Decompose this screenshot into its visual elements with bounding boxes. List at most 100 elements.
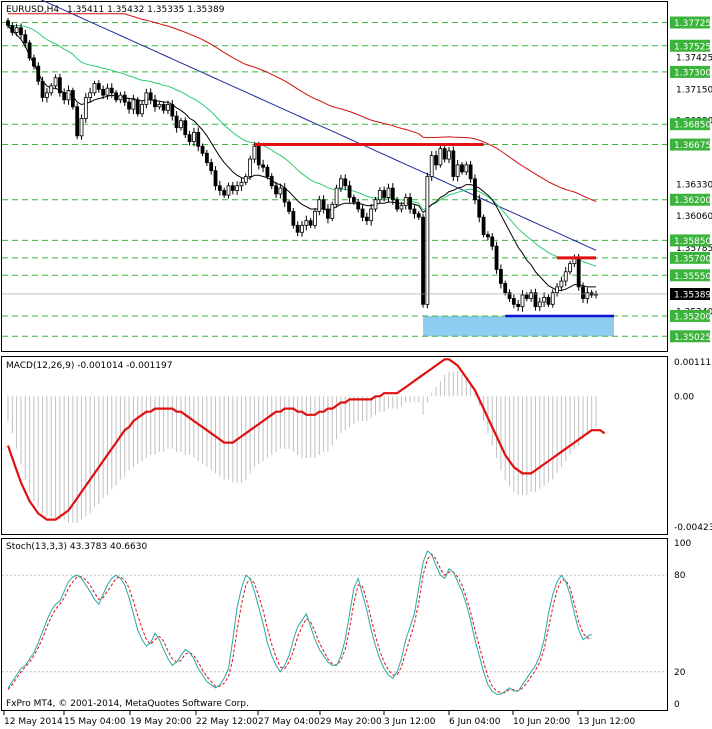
- candle-body-93: [408, 197, 412, 210]
- time-tick-label-7: 6 Jun 04:00: [449, 717, 501, 727]
- candle-body-83: [364, 216, 369, 222]
- candle-body-111: [486, 234, 490, 238]
- candle-body-129: [563, 271, 568, 282]
- candle-body-107: [468, 164, 473, 180]
- candle-body-34: [153, 99, 157, 108]
- candle-body-15: [70, 90, 75, 108]
- candle-body-102: [447, 150, 451, 160]
- candle-body-43: [192, 131, 196, 143]
- candle-body-40: [179, 120, 183, 129]
- candle-body-72: [317, 199, 322, 212]
- candle-body-45: [200, 145, 205, 154]
- macd-tick-label-0: 0.001113: [674, 358, 712, 368]
- candle-body-90: [395, 199, 400, 210]
- candle-body-17: [79, 117, 84, 137]
- candle-body-86: [377, 190, 382, 201]
- candle-body-121: [529, 292, 534, 299]
- candle-body-84: [369, 208, 374, 222]
- candle-body-21: [96, 83, 101, 90]
- candle-body-12: [57, 77, 62, 94]
- candles-layer: [6, 17, 598, 312]
- candle-body-25: [114, 92, 118, 101]
- candle-body-82: [360, 208, 365, 218]
- candle-body-52: [230, 185, 235, 191]
- support-zone: [423, 315, 614, 337]
- macd-axis: 0.001113 0.00 -0.004239: [674, 358, 712, 533]
- candle-body-68: [300, 224, 304, 233]
- candle-body-114: [498, 269, 503, 284]
- time-tick-label-3: 22 May 12:00: [196, 717, 258, 727]
- candle-body-0: [6, 20, 10, 26]
- ma-blue-line: [40, 0, 597, 251]
- macd-panel-frame: [1, 356, 668, 535]
- candle-body-126: [550, 292, 555, 305]
- current-price-tag-bg: [670, 287, 710, 300]
- candle-body-11: [53, 77, 58, 87]
- candle-body-108: [473, 178, 477, 201]
- candle-body-36: [161, 104, 166, 111]
- candle-body-63: [278, 187, 283, 195]
- candle-body-77: [339, 178, 343, 189]
- ma-fast-line: [7, 25, 596, 291]
- macd-signal-line: [6, 358, 606, 521]
- candle-body-106: [464, 164, 469, 173]
- candle-body-125: [546, 296, 551, 305]
- candle-body-112: [490, 236, 495, 247]
- candle-body-97: [425, 176, 430, 305]
- price-level-tag-9: 1.35200: [674, 312, 711, 322]
- candle-body-119: [520, 294, 525, 308]
- candle-body-79: [347, 185, 352, 198]
- candle-body-8: [40, 80, 45, 98]
- price-level-tag-10: 1.35025: [674, 333, 711, 343]
- candle-body-53: [235, 185, 240, 191]
- candle-body-118: [516, 303, 521, 308]
- price-axis-tags: 1.374251.371501.368801.363301.360601.357…: [2, 16, 712, 343]
- candle-body-80: [351, 197, 356, 203]
- candle-body-85: [373, 199, 378, 210]
- candle-body-27: [122, 94, 127, 103]
- candle-body-98: [429, 155, 434, 177]
- candle-body-116: [507, 292, 512, 299]
- candle-body-7: [36, 65, 41, 82]
- candle-body-133: [581, 286, 585, 299]
- macd-histogram: [7, 371, 597, 523]
- candle-body-134: [585, 292, 590, 299]
- trend-lines-layer: [254, 143, 614, 318]
- candle-body-5: [27, 42, 32, 59]
- stoch-tick-label-1: 80: [674, 571, 686, 581]
- candle-body-22: [101, 88, 106, 96]
- candle-body-67: [295, 224, 300, 233]
- candle-body-37: [166, 104, 170, 111]
- price-level-tag-bg-7: [670, 251, 710, 264]
- price-tick-label-1: 1.37150: [676, 85, 712, 95]
- candle-body-38: [170, 104, 175, 117]
- time-axis: 12 May 2014 15 May 04:00 19 May 20:00 22 Ma…: [3, 711, 635, 727]
- candle-body-47: [209, 162, 214, 172]
- candle-body-74: [326, 208, 330, 219]
- candle-body-54: [239, 181, 244, 187]
- price-tick-label-5: 1.35785: [676, 244, 712, 254]
- candle-body-109: [477, 199, 482, 218]
- candle-body-13: [62, 92, 67, 101]
- candle-body-57: [252, 145, 257, 160]
- candle-body-113: [494, 245, 499, 270]
- candle-body-64: [282, 187, 287, 203]
- price-chart-header: EURUSD,H4 1.35411 1.35432 1.35335 1.3538…: [6, 5, 225, 15]
- candle-body-50: [222, 190, 227, 196]
- candle-body-120: [524, 294, 529, 299]
- time-tick-label-2: 19 May 20:00: [130, 717, 192, 727]
- candle-body-117: [511, 298, 516, 305]
- candle-body-78: [343, 178, 348, 187]
- candle-body-62: [274, 185, 278, 195]
- stoch-header: Stoch(13,3,3) 43.3783 40.6630: [6, 542, 147, 552]
- price-level-tag-2: 1.37300: [674, 68, 711, 78]
- candle-body-20: [92, 83, 97, 94]
- candle-body-100: [438, 148, 443, 166]
- candle-body-92: [403, 197, 408, 206]
- stoch-tick-label-0: 100: [674, 539, 691, 549]
- time-tick-label-9: 13 Jun 12:00: [578, 717, 635, 727]
- price-level-tag-bg-6: [670, 234, 710, 247]
- candle-body-6: [32, 57, 36, 67]
- moving-averages-layer: [7, 0, 597, 291]
- candle-body-110: [481, 216, 486, 236]
